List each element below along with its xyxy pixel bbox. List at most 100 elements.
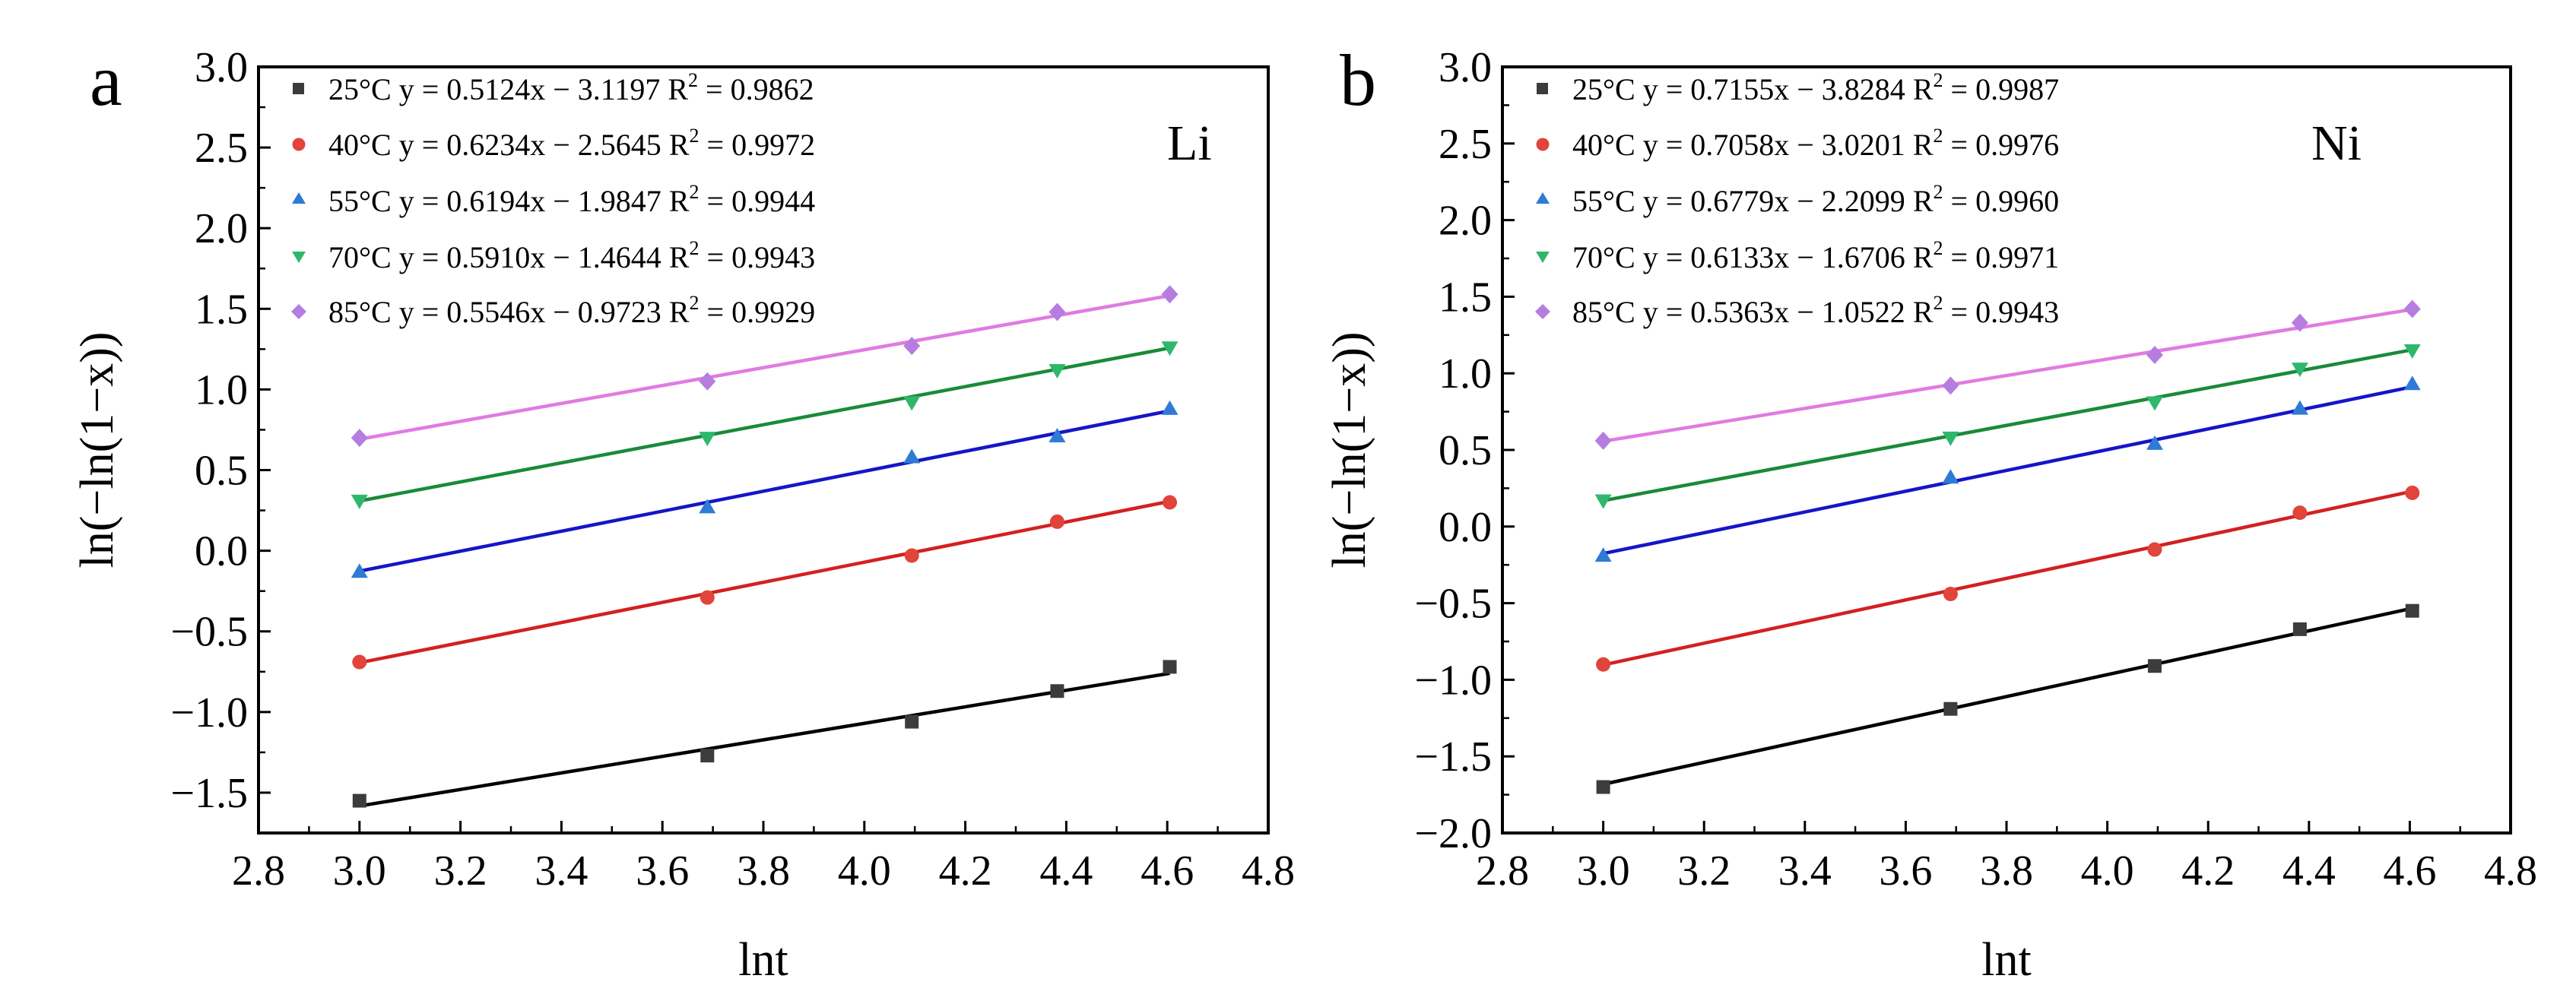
- fit-line: [359, 671, 1170, 808]
- x-tick-label: 4.4: [1039, 847, 1093, 895]
- y-tick-label: 0.0: [1439, 504, 1492, 551]
- svg-text:85°C y = 0.5363x − 1.0522 R2 =: 85°C y = 0.5363x − 1.0522 R2 = 0.9943: [1572, 292, 2059, 329]
- legend-equation: y = 0.6133x − 1.6706: [1643, 240, 1905, 274]
- legend-marker: [1537, 83, 1548, 94]
- legend-equation: y = 0.7058x − 3.0201: [1643, 128, 1905, 162]
- legend-marker: [1535, 304, 1550, 319]
- data-point: [1048, 363, 1066, 378]
- fit-lines: [359, 293, 1170, 808]
- legend-temp: 40°C: [328, 128, 392, 162]
- data-point: [1942, 469, 1959, 484]
- y-axis-title: ln(−ln(1−x)): [71, 332, 123, 569]
- svg-text:55°C y = 0.6194x − 1.9847 R2 =: 55°C y = 0.6194x − 1.9847 R2 = 0.9944: [328, 181, 815, 218]
- data-point: [904, 548, 919, 563]
- plot-frame: [257, 65, 1270, 835]
- data-point: [2403, 344, 2421, 359]
- x-tick-label: 3.8: [737, 847, 790, 895]
- data-point: [1049, 514, 1064, 529]
- x-axis-title: lnt: [1981, 934, 2031, 986]
- panel-label: b: [1340, 40, 1376, 121]
- fit-lines: [1603, 307, 2413, 787]
- y-tick-label: −0.5: [170, 609, 248, 656]
- data-point: [351, 563, 368, 578]
- legend-r2: 0.9944: [731, 184, 815, 218]
- data-point: [1594, 431, 1612, 450]
- x-axis-title: lnt: [738, 934, 788, 986]
- y-tick-label: 1.0: [195, 366, 248, 413]
- plot-frame: [1501, 65, 2512, 835]
- x-tick-label: 3.0: [333, 847, 386, 895]
- x-tick-label: 2.8: [1476, 847, 1529, 895]
- legend-r2: 0.9971: [1975, 240, 2059, 274]
- data-point: [351, 494, 368, 509]
- legend-entry: 70°C y = 0.5910x − 1.4644 R2 = 0.9943: [292, 237, 815, 274]
- svg-text:85°C y = 0.5546x − 0.9723 R2 =: 85°C y = 0.5546x − 0.9723 R2 = 0.9929: [328, 292, 815, 329]
- data-point: [903, 337, 921, 356]
- data-point: [699, 499, 716, 514]
- legend-entry: 85°C y = 0.5363x − 1.0522 R2 = 0.9943: [1535, 292, 2059, 329]
- data-point: [2292, 505, 2308, 521]
- data-point: [1048, 427, 1066, 442]
- legend-temp: 25°C: [328, 72, 392, 106]
- y-tick-label: 2.0: [1439, 198, 1492, 245]
- y-tick-label: −0.5: [1414, 581, 1492, 628]
- fit-line: [1603, 307, 2413, 443]
- x-tick-label: 4.0: [2081, 847, 2134, 895]
- legend-temp: 70°C: [1572, 240, 1635, 274]
- y-axis-title: ln(−ln(1−x)): [1324, 332, 1375, 569]
- legend-entry: 85°C y = 0.5546x − 0.9723 R2 = 0.9929: [291, 292, 815, 329]
- data-point: [2146, 346, 2163, 365]
- legend-r2: 0.9943: [1975, 295, 2059, 329]
- svg-text:70°C y = 0.5910x − 1.4644 R2 =: 70°C y = 0.5910x − 1.4644 R2 = 0.9943: [328, 237, 815, 274]
- legend-entry: 55°C y = 0.6194x − 1.9847 R2 = 0.9944: [292, 181, 815, 218]
- data-point: [351, 429, 368, 448]
- y-tick-label: 0.5: [195, 448, 248, 495]
- x-tick-label: 4.6: [1140, 847, 1194, 895]
- data-point: [2291, 400, 2308, 415]
- legend-marker: [1536, 192, 1550, 204]
- data-point: [1943, 587, 1958, 602]
- legend-entry: 55°C y = 0.6779x − 2.2099 R2 = 0.9960: [1536, 181, 2059, 218]
- data-point: [903, 396, 921, 411]
- data-point: [1161, 400, 1179, 415]
- y-tick-label: 1.0: [1439, 350, 1492, 397]
- data-point: [905, 714, 919, 729]
- panel-a: a Li lnt ln(−ln(1−x)) 2.8 3.0 3.2 3.4 3.6 3.8…: [71, 40, 1295, 986]
- data-point: [1163, 660, 1177, 674]
- legend-marker: [1536, 252, 1550, 263]
- legend-temp: 40°C: [1572, 128, 1635, 162]
- data-point: [699, 432, 716, 447]
- data-point: [2291, 313, 2308, 332]
- svg-text:55°C y = 0.6779x − 2.2099 R2 =: 55°C y = 0.6779x − 2.2099 R2 = 0.9960: [1572, 181, 2059, 218]
- legend-equation: y = 0.5910x − 1.4644: [399, 240, 661, 274]
- element-label: Li: [1167, 116, 1212, 171]
- legend-temp: 85°C: [1572, 295, 1635, 329]
- svg-text:25°C y = 0.7155x − 3.8284 R2 =: 25°C y = 0.7155x − 3.8284 R2 = 0.9987: [1572, 69, 2059, 106]
- data-point: [2403, 375, 2421, 391]
- data-point: [2292, 622, 2307, 636]
- x-tick-label: 4.2: [2181, 847, 2235, 895]
- x-tick-label: 3.4: [535, 847, 588, 895]
- legend-r2: 0.9976: [1975, 128, 2059, 162]
- panel-b: b Ni lnt ln(−ln(1−x)) 2.8 3.0 3.2 3.4 3.6 3.8…: [1324, 40, 2537, 986]
- data-point: [352, 654, 367, 670]
- legend-r2: 0.9943: [731, 240, 815, 274]
- fit-line: [1603, 385, 2413, 556]
- legend-temp: 55°C: [328, 184, 392, 218]
- fit-line: [359, 293, 1170, 442]
- data-point: [2147, 659, 2162, 673]
- legend-equation: y = 0.6234x − 2.5645: [399, 128, 661, 162]
- x-tick-label: 3.6: [636, 847, 689, 895]
- y-tick-label: 0.5: [1439, 427, 1492, 474]
- legend-entry: 70°C y = 0.6133x − 1.6706 R2 = 0.9971: [1536, 237, 2059, 274]
- x-tick-label: 3.2: [434, 847, 487, 895]
- legend-equation: y = 0.6779x − 2.2099: [1643, 184, 1905, 218]
- data-point: [1596, 657, 1611, 672]
- x-tick-label: 4.8: [1242, 847, 1295, 895]
- y-tick-label: −2.0: [1414, 810, 1492, 857]
- y-tick-label: 2.5: [1439, 121, 1492, 168]
- legend-marker: [292, 138, 306, 151]
- axis-ticks: 2.8 3.0 3.2 3.4 3.6 3.8 4.0 4.2 4.4 4.6 4.8 −2.0 −1.…: [1414, 44, 2537, 895]
- x-tick-label: 4.2: [939, 847, 992, 895]
